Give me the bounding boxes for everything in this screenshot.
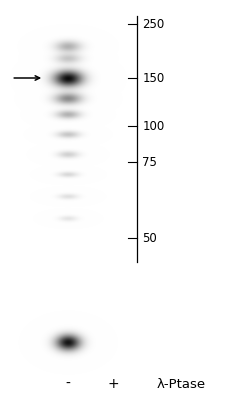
Text: 150: 150 — [142, 72, 164, 84]
Text: 50: 50 — [142, 232, 156, 244]
Text: 75: 75 — [142, 156, 157, 168]
Text: 250: 250 — [142, 18, 164, 30]
Text: -: - — [65, 377, 70, 391]
Text: λ-Ptase: λ-Ptase — [155, 378, 205, 390]
Text: 100: 100 — [142, 120, 164, 132]
Text: +: + — [107, 377, 118, 391]
